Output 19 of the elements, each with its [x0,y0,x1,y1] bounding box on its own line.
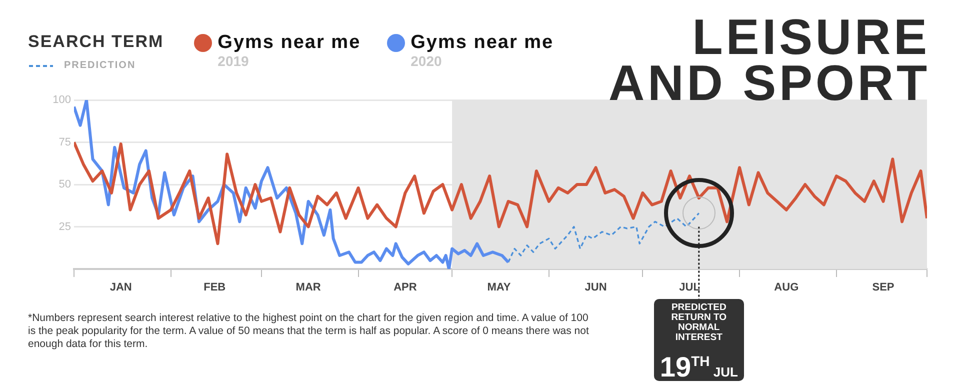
x-tick-label: MAR [296,282,321,294]
x-tick-label: JAN [110,282,132,294]
x-tick-label: JUN [584,282,607,294]
text: 19$^{TH}$ JUL [658,350,739,383]
y-tick-label: 50 [58,178,71,191]
legend-title: SEARCH TERM [28,32,164,52]
x-tick-label: SEP [872,282,894,294]
x-tick-label: MAY [487,282,512,294]
y-tick-label: 75 [58,136,71,148]
legend-label: PREDICTION [64,60,136,71]
y-tick-label: 100 [52,94,71,106]
x-tick-label: JUL [679,282,700,294]
x-tick-label: FEB [204,282,226,294]
x-tick-label: AUG [774,282,799,294]
text: *Numbers represent search interest relative to the highest point on the chart for the given region and time. A value of 100 is the peak popularity for the term. A value of 50 means that the term is half as popular. A score of 0 means there was not enough data for this term. [28,312,590,351]
x-tick-label: APR [394,282,417,294]
ref-line-label: PREDICTED RETURN TO NORMAL INTEREST [670,301,728,343]
chart-title: LEISURE AND SPORT [608,9,930,111]
y-tick-label: 25 [58,220,71,233]
